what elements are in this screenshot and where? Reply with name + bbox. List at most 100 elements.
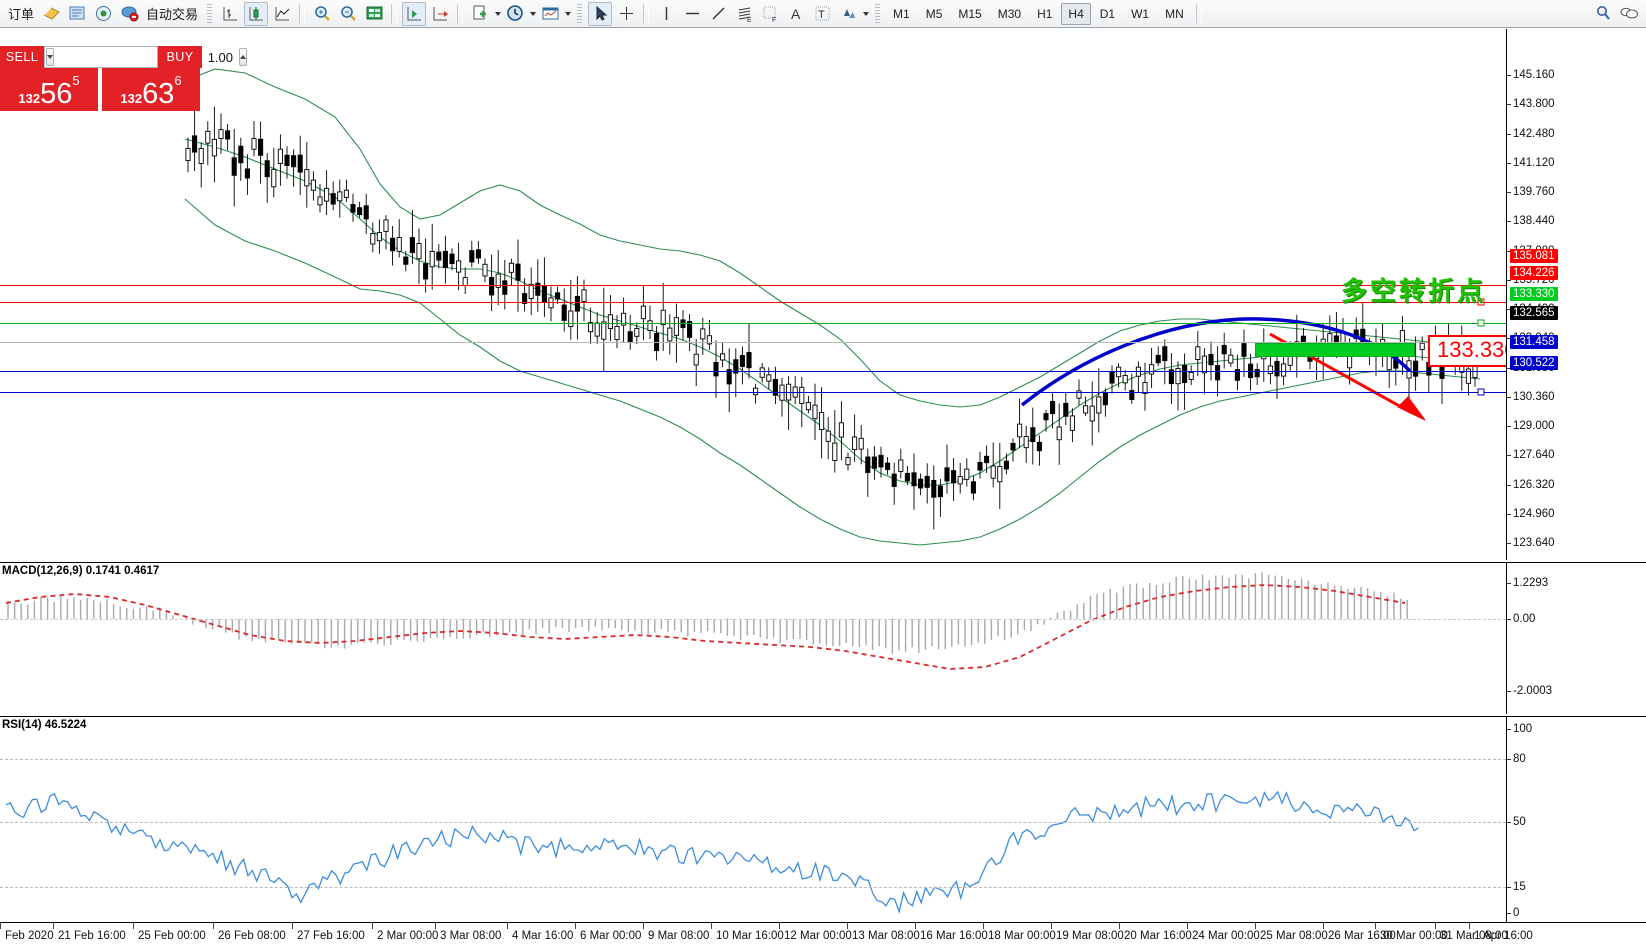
price-label-130522[interactable]: 130.522 — [1510, 356, 1558, 370]
volume-stepper[interactable] — [44, 46, 247, 68]
price-plot-area[interactable]: 多空转折点 133.330 — [0, 29, 1506, 560]
auto-scroll-icon[interactable] — [428, 2, 452, 26]
cursor-icon[interactable] — [588, 1, 613, 26]
hline-130522-handle[interactable] — [1477, 388, 1485, 396]
price-tick-142480: 142.480 — [1507, 127, 1555, 140]
objects-dropdown-caret[interactable] — [861, 3, 870, 25]
timeframe-d1[interactable]: D1 — [1099, 6, 1116, 21]
toolbar-separator-2 — [391, 3, 398, 24]
timeframe-m1[interactable]: M1 — [893, 6, 910, 21]
hline-130522[interactable] — [0, 392, 1506, 393]
time-label-9: 9 Mar 08:00 — [642, 923, 710, 942]
zoom-in-icon[interactable] — [310, 2, 334, 26]
price-tick-138440: 138.440 — [1507, 215, 1555, 228]
timeframe-w1[interactable]: W1 — [1131, 6, 1150, 21]
price-tick-123640: 123.640 — [1507, 537, 1555, 549]
volume-decrease-button[interactable] — [46, 48, 54, 66]
crosshair-icon[interactable] — [614, 2, 638, 26]
time-label-14: 18 Mar 00:00 — [983, 923, 1056, 942]
signals-icon[interactable] — [91, 2, 115, 26]
buy-price-display[interactable]: 132 63 6 — [102, 68, 200, 111]
sell-price-display[interactable]: 132 56 5 — [0, 68, 98, 111]
time-label-11: 12 Mar 00:00 — [779, 923, 852, 942]
toolbar-separator-5 — [1195, 3, 1202, 24]
indicators-dropdown-caret[interactable] — [563, 3, 572, 25]
period-dropdown-caret[interactable] — [528, 3, 537, 25]
templates-icon[interactable] — [468, 2, 492, 26]
new-order-icon[interactable] — [39, 2, 63, 26]
data-window-icon[interactable] — [65, 2, 89, 26]
toolbar-grip[interactable] — [207, 3, 213, 24]
search-icon[interactable] — [1591, 2, 1615, 26]
rsi-tick-80: 80 — [1507, 753, 1526, 765]
time-label-15: 19 Mar 08:00 — [1051, 923, 1124, 942]
hline-134226[interactable] — [0, 302, 1506, 303]
price-label-135081[interactable]: 135.081 — [1510, 249, 1558, 263]
price-callout-133330[interactable]: 133.330 — [1428, 335, 1506, 367]
time-label-10: 10 Mar 16:00 — [711, 923, 784, 942]
toolbar-grip-3[interactable] — [875, 3, 881, 24]
timeframe-h4[interactable]: H4 — [1061, 2, 1091, 25]
period-icon[interactable] — [503, 2, 527, 26]
timeframe-m15[interactable]: M15 — [958, 6, 982, 21]
bar-chart-icon[interactable] — [218, 2, 242, 26]
time-label-1: 21 Feb 16:00 — [53, 923, 126, 942]
time-label-12: 13 Mar 08:00 — [847, 923, 920, 942]
autotrade-button[interactable]: 自动交易 — [146, 7, 199, 22]
hline-131458[interactable] — [0, 371, 1506, 372]
price-label-133330[interactable]: 133.330 — [1510, 287, 1558, 301]
macd-plot-area[interactable]: MACD(12,26,9) 0.1741 0.4617 — [0, 563, 1506, 714]
price-label-134226[interactable]: 134.226 — [1510, 266, 1558, 280]
toolbar-grip-2[interactable] — [577, 3, 583, 24]
grid-icon[interactable] — [362, 2, 386, 26]
hline-135081[interactable] — [0, 285, 1506, 286]
time-label-6: 3 Mar 08:00 — [434, 923, 502, 942]
rsi-tick-50: 50 — [1507, 816, 1526, 828]
hline-133330[interactable] — [0, 323, 1506, 324]
channel-icon[interactable]: F — [758, 2, 782, 26]
hline-icon[interactable] — [680, 2, 704, 26]
timeframe-m5[interactable]: M5 — [925, 6, 943, 21]
price-chart-pane: 多空转折点 133.330 145.160 143.800 142.480 141.1… — [0, 29, 1646, 560]
templates-dropdown-caret[interactable] — [493, 3, 502, 25]
hline-134226-handle[interactable] — [1477, 298, 1485, 306]
timeframe-m30[interactable]: M30 — [997, 6, 1022, 21]
chat-icon[interactable] — [1617, 2, 1641, 26]
price-label-132565: 132.565 — [1510, 306, 1558, 320]
vline-icon[interactable] — [654, 2, 678, 26]
line-chart-icon[interactable] — [270, 2, 294, 26]
sell-button[interactable]: SELL — [0, 46, 44, 68]
objects-icon[interactable] — [836, 2, 860, 26]
buy-button[interactable]: BUY — [158, 46, 202, 68]
green-zone-highlight[interactable] — [1255, 343, 1415, 357]
rsi-tick-100: 100 — [1506, 723, 1533, 735]
rsi-pane: RSI(14) 46.5224 100 80 50 15 0 — [0, 716, 1646, 922]
shift-end-icon[interactable] — [402, 1, 427, 26]
autotrade-icon[interactable] — [117, 2, 141, 26]
candlestick-chart-icon[interactable] — [244, 1, 269, 26]
price-label-131458[interactable]: 131.458 — [1510, 335, 1558, 349]
timeframe-mn[interactable]: MN — [1165, 6, 1184, 21]
volume-increase-button[interactable] — [239, 48, 247, 66]
svg-text:T: T — [818, 9, 825, 21]
price-tick-129000: 129.000 — [1507, 420, 1555, 432]
hline-133330-handle[interactable] — [1477, 319, 1485, 327]
fibo-icon[interactable]: E — [732, 2, 756, 26]
rsi-plot-area[interactable]: RSI(14) 46.5224 — [0, 717, 1506, 922]
toolbar-separator-3 — [457, 3, 464, 24]
price-tick-141120: 141.120 — [1507, 156, 1555, 169]
rsi-series-svg — [5, 790, 1419, 914]
volume-input[interactable] — [55, 48, 238, 66]
label-icon[interactable]: T — [810, 2, 834, 26]
rsi-level-15 — [0, 887, 1506, 888]
price-axis[interactable]: 145.160 143.800 142.480 141.120 139.760 138.4… — [1506, 29, 1646, 560]
zoom-out-icon[interactable] — [336, 2, 360, 26]
trendline-icon[interactable] — [706, 2, 730, 26]
price-tick-130360: 130.360 — [1507, 390, 1555, 403]
timeframe-h1[interactable]: H1 — [1037, 6, 1053, 21]
orders-button[interactable]: 订单 — [8, 7, 35, 22]
sell-price-prefix: 132 — [18, 91, 41, 106]
time-label-19: 26 Mar 16:00 — [1323, 923, 1396, 942]
text-icon[interactable]: A — [784, 2, 808, 26]
indicators-icon[interactable] — [538, 2, 562, 26]
